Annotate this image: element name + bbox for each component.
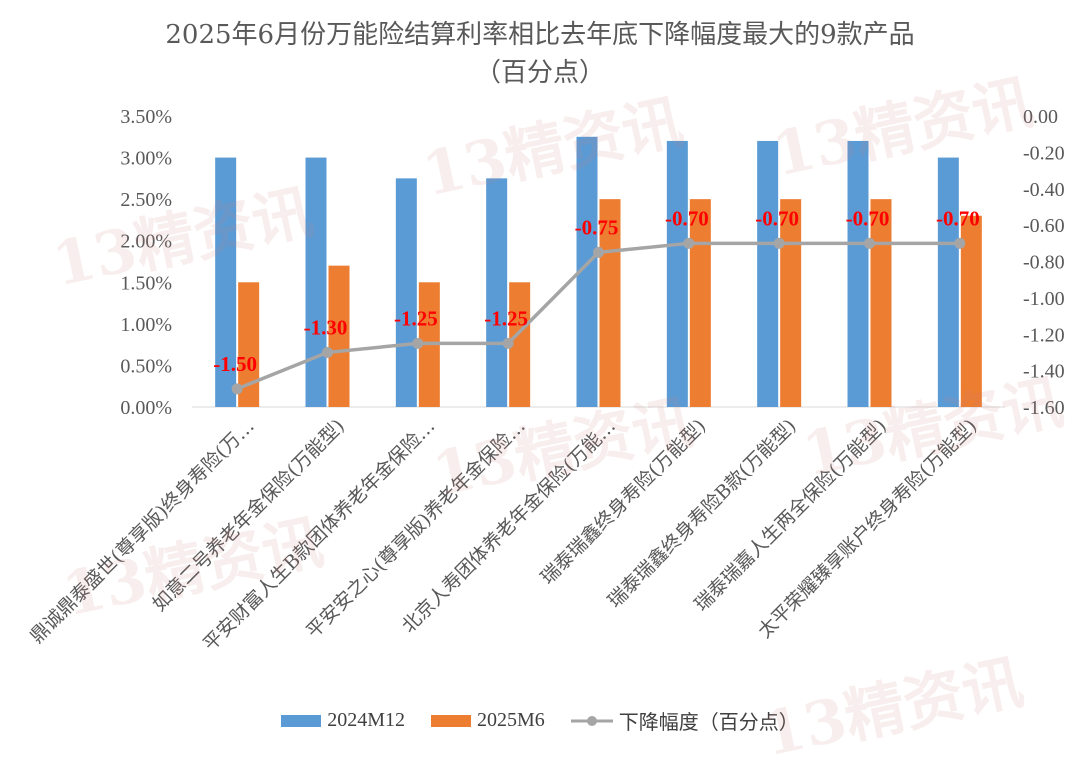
bar-2024m12 xyxy=(576,136,598,408)
decline-point xyxy=(683,237,695,249)
x-category-label: 瑞泰瑞鑫终身寿险(万能型) xyxy=(537,415,711,589)
legend-label-decline: 下降幅度（百分点） xyxy=(618,712,799,734)
y-right-tick-label: -1.20 xyxy=(1023,324,1065,346)
x-category-label: 瑞泰瑞嘉人生两全保险(万能型) xyxy=(690,415,891,616)
decline-point xyxy=(864,237,875,249)
y-left-tick-label: 1.50% xyxy=(120,272,172,294)
legend-label-2024m12: 2024M12 xyxy=(327,709,405,731)
decline-data-label: -1.25 xyxy=(394,306,438,330)
decline-point xyxy=(593,246,604,258)
bar-2024m12 xyxy=(486,178,508,407)
decline-point xyxy=(412,337,424,349)
bar-2024m12 xyxy=(757,140,779,407)
y-left-tick-label: 2.00% xyxy=(120,231,172,253)
decline-data-label: -0.70 xyxy=(665,206,709,230)
chart-legend: 2024M12 2025M6 下降幅度（百分点） xyxy=(0,706,1080,735)
y-right-tick-label: -1.00 xyxy=(1023,288,1065,310)
y-right-tick-label: -0.80 xyxy=(1023,252,1065,274)
bar-2024m12 xyxy=(395,178,417,407)
legend-swatch-2024m12 xyxy=(281,714,322,727)
decline-point xyxy=(231,383,243,395)
y-right-tick-label: -0.40 xyxy=(1023,179,1065,201)
decline-point xyxy=(773,237,785,249)
bar-2025m6 xyxy=(238,282,260,407)
y-right-tick-label: 0.00 xyxy=(1023,106,1058,128)
x-category-label: 如意二号养老年金保险(万能型) xyxy=(148,415,349,616)
y-left-tick-label: 3.50% xyxy=(120,106,172,128)
decline-data-label: -0.75 xyxy=(575,215,619,239)
chart-subtitle: （百分点） xyxy=(474,58,605,88)
decline-point xyxy=(954,237,966,249)
bar-2025m6 xyxy=(509,282,531,407)
y-right-tick-label: -1.60 xyxy=(1023,397,1065,419)
bar-2025m6 xyxy=(780,199,802,407)
legend-line-marker xyxy=(570,715,613,726)
bar-2024m12 xyxy=(666,140,688,407)
y-left-tick-label: 0.50% xyxy=(120,355,172,377)
y-right-tick-label: -0.60 xyxy=(1023,215,1065,237)
bar-2024m12 xyxy=(847,140,869,407)
y-right-tick-label: -1.40 xyxy=(1023,361,1065,383)
decline-data-label: -0.70 xyxy=(846,206,890,230)
bar-2024m12 xyxy=(215,157,237,407)
decline-point xyxy=(502,337,514,349)
legend-item-2024m12: 2024M12 xyxy=(281,706,405,735)
legend-swatch-2025m6 xyxy=(431,714,471,727)
decline-data-label: -1.50 xyxy=(213,352,257,376)
legend-item-2025m6: 2025M6 xyxy=(431,706,545,735)
decline-data-label: -0.70 xyxy=(936,206,980,230)
bar-2025m6 xyxy=(689,199,711,407)
y-left-tick-label: 0.00% xyxy=(120,397,172,419)
decline-data-label: -0.70 xyxy=(755,206,799,230)
bar-2024m12 xyxy=(937,157,959,407)
y-right-tick-label: -0.20 xyxy=(1023,142,1065,164)
legend-label-2025m6: 2025M6 xyxy=(477,709,545,731)
x-category-label: 瑞泰瑞鑫终身寿险B款(万能型) xyxy=(604,415,801,612)
decline-point xyxy=(322,346,333,358)
bar-2025m6 xyxy=(870,199,892,407)
legend-item-decline: 下降幅度（百分点） xyxy=(570,706,799,735)
decline-data-label: -1.25 xyxy=(484,306,528,330)
bar-2024m12 xyxy=(305,157,327,407)
bar-2025m6 xyxy=(960,215,982,407)
decline-data-label: -1.30 xyxy=(304,315,348,339)
y-left-tick-label: 1.00% xyxy=(120,314,172,336)
chart-canvas: 0.00% 0.50% 1.00% 1.50% 2.00% 2.50% 3.00% 3.50%… xyxy=(26,106,1065,655)
bar-2025m6 xyxy=(328,265,350,407)
y-left-tick-label: 3.00% xyxy=(120,148,172,170)
y-left-tick-label: 2.50% xyxy=(120,189,172,211)
chart-title: 2025年6月份万能险结算利率相比去年底下降幅度最大的9款产品 xyxy=(165,20,915,50)
